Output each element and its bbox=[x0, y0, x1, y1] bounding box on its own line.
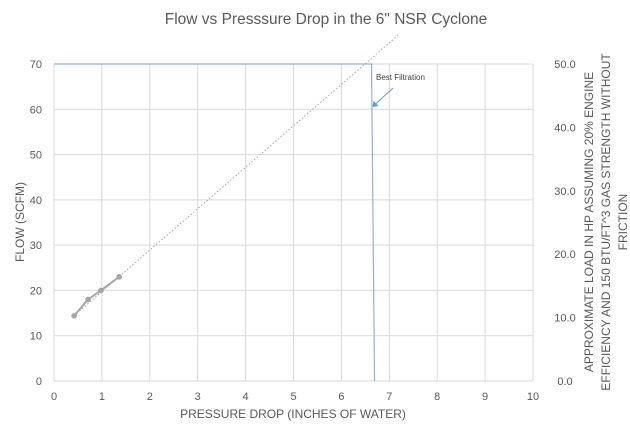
x-tick-label: 6 bbox=[338, 391, 344, 403]
trendline bbox=[73, 34, 400, 316]
annotation-best-filtration: Best Filtration bbox=[376, 73, 425, 82]
y2-tick-label: 10.0 bbox=[554, 313, 575, 325]
grid bbox=[53, 63, 534, 382]
x-axis-label: PRESSURE DROP (INCHES OF WATER) bbox=[180, 407, 406, 421]
data-point bbox=[98, 287, 104, 294]
x-tick-label: 2 bbox=[147, 391, 153, 403]
x-tick-label: 4 bbox=[243, 391, 249, 403]
x-tick-label: 5 bbox=[290, 391, 296, 403]
reference-line-vertical bbox=[370, 63, 376, 382]
series-line bbox=[73, 276, 120, 317]
y2-tick-label: 40.0 bbox=[554, 122, 575, 134]
x-tick-label: 7 bbox=[386, 391, 392, 403]
y-tick-label: 0 bbox=[36, 376, 42, 388]
y-tick-label: 20 bbox=[30, 285, 42, 297]
y-tick-label: 70 bbox=[30, 59, 42, 71]
y2-tick-label: 50.0 bbox=[554, 59, 575, 71]
y2-axis-label-line: FRICTION bbox=[616, 194, 630, 251]
y-tick-label: 10 bbox=[30, 331, 42, 343]
y-axis-label: FLOW (SCFM) bbox=[13, 182, 27, 262]
arrow-head-icon bbox=[372, 101, 379, 108]
ticks: 0 1 2 3 4 5 6 7 8 9 10 0 10 20 30 40 50 60 70 0.0 10.0 20.0 30… bbox=[30, 59, 576, 403]
x-tick-label: 3 bbox=[195, 391, 201, 403]
y-tick-label: 30 bbox=[30, 240, 42, 252]
x-tick-label: 10 bbox=[527, 391, 539, 403]
y-tick-label: 40 bbox=[30, 195, 42, 207]
y-tick-label: 60 bbox=[30, 104, 42, 116]
x-tick-label: 0 bbox=[51, 391, 57, 403]
y2-tick-label: 20.0 bbox=[554, 249, 575, 261]
marks bbox=[54, 34, 400, 382]
y2-axis-label-line: APPROXIMATE LOAD IN HP ASSUMING 20% ENGI… bbox=[582, 72, 596, 372]
y2-tick-label: 30.0 bbox=[554, 186, 575, 198]
annotation-arrow bbox=[375, 87, 394, 105]
y2-axis-label: APPROXIMATE LOAD IN HP ASSUMING 20% ENGI… bbox=[582, 53, 630, 391]
data-point bbox=[116, 274, 122, 280]
y2-axis-label-line: EFFICIENCY AND 150 BTU/FT^3 GAS STRENGTH… bbox=[599, 53, 613, 391]
y2-tick-label: 0.0 bbox=[557, 376, 572, 388]
x-tick-label: 9 bbox=[482, 391, 488, 403]
data-point bbox=[71, 312, 77, 319]
y-tick-label: 50 bbox=[30, 150, 42, 162]
x-tick-label: 8 bbox=[434, 391, 440, 403]
data-point bbox=[85, 296, 91, 303]
x-tick-label: 1 bbox=[99, 391, 105, 403]
chart-title: Flow vs Presssure Drop in the 6" NSR Cyc… bbox=[165, 11, 488, 28]
